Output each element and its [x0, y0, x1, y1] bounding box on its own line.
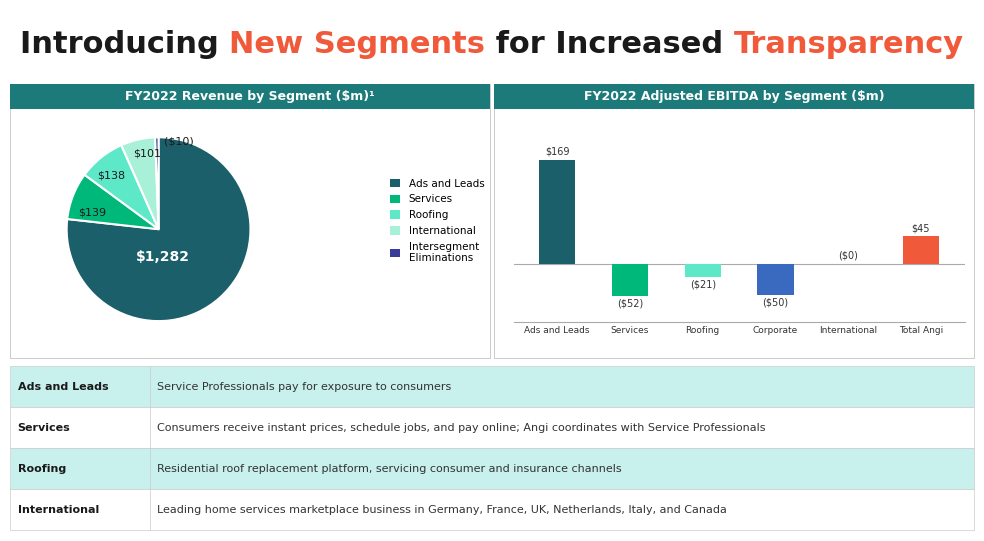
Text: Introducing: Introducing	[20, 30, 229, 60]
Text: FY2022 Adjusted EBITDA by Segment ($m): FY2022 Adjusted EBITDA by Segment ($m)	[584, 90, 885, 103]
Text: Transparency: Transparency	[734, 30, 964, 60]
Text: Service Professionals pay for exposure to consumers: Service Professionals pay for exposure t…	[157, 381, 452, 392]
Text: Services: Services	[18, 423, 70, 433]
Bar	[10, 366, 974, 407]
Legend: Ads and Leads, Services, Roofing, International, Intersegment
Eliminations: Ads and Leads, Services, Roofing, Intern…	[390, 179, 484, 263]
Text: FY2022 Revenue by Segment ($m)¹: FY2022 Revenue by Segment ($m)¹	[125, 90, 375, 103]
Bar	[10, 407, 974, 448]
Text: Consumers receive instant prices, schedule jobs, and pay online; Angi coordinate: Consumers receive instant prices, schedu…	[157, 423, 766, 433]
Text: for Increased: for Increased	[485, 30, 734, 60]
Text: Residential roof replacement platform, servicing consumer and insurance channels: Residential roof replacement platform, s…	[157, 464, 622, 473]
Text: Ads and Leads: Ads and Leads	[18, 381, 108, 392]
Text: Roofing: Roofing	[18, 464, 66, 473]
Bar	[10, 489, 974, 530]
Bar	[10, 84, 490, 109]
Bar	[494, 84, 974, 109]
Bar	[10, 448, 974, 489]
Text: New Segments: New Segments	[229, 30, 485, 60]
Text: International: International	[18, 505, 98, 514]
Text: Leading home services marketplace business in Germany, France, UK, Netherlands, : Leading home services marketplace busine…	[157, 505, 727, 514]
